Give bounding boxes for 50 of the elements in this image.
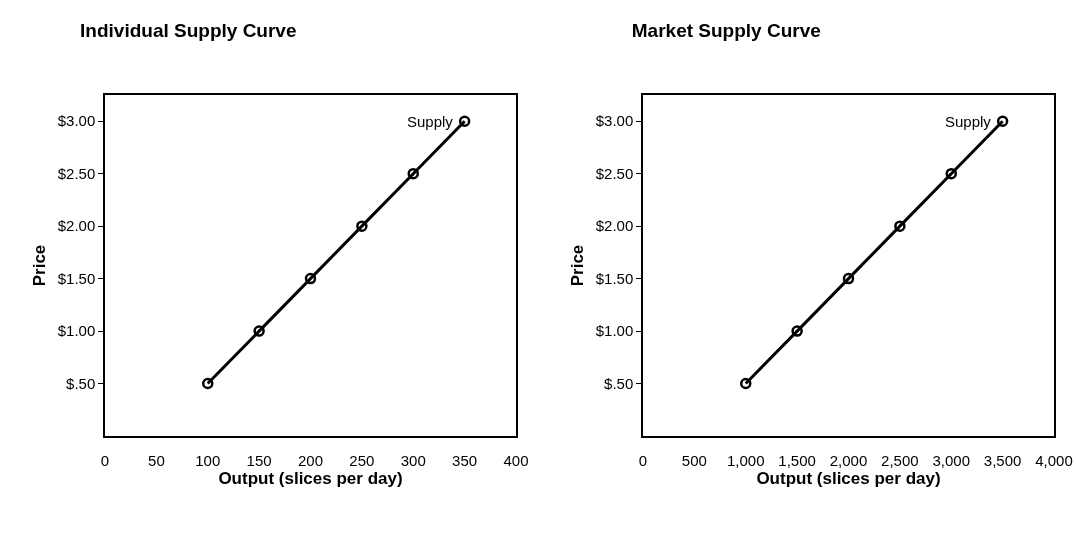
y-axis-title: Price [567,244,587,287]
x-tick-label: 1,500 [778,451,816,469]
point [842,272,855,285]
y-tick-label: $.50 [604,374,634,392]
point [356,220,368,232]
x-tick-label: 2,000 [829,451,868,469]
series-label: Supply [407,113,454,130]
y-tick-label: $3.00 [57,112,96,130]
x-tick-label: 4,000 [1035,451,1073,469]
y-tick-label: $3.00 [595,112,634,130]
point [894,220,906,232]
point [458,115,471,127]
x-tick-label: 0 [100,451,110,469]
x-tick-label: 0 [638,451,648,469]
chart-title: Market Supply Curve [631,20,821,42]
x-axis-title: Output (slices per day) [218,468,403,488]
x-tick-label: 200 [297,451,324,469]
x-tick-label: 400 [503,451,529,469]
y-tick-label: $2.50 [595,164,634,182]
point [202,377,214,390]
point [407,167,419,180]
x-tick-label: 1,000 [726,451,765,469]
x-tick-label: 150 [246,451,272,469]
y-tick-label: $1.00 [57,322,96,340]
point [253,325,265,337]
y-tick-label: $1.50 [595,269,634,287]
y-tick-label: $2.00 [57,217,96,235]
chart-title: Individual Supply Curve [80,20,297,42]
x-tick-label: 100 [195,451,221,469]
point [304,272,317,285]
x-tick-label: 3,000 [932,451,971,469]
y-tick-label: $2.00 [595,217,634,235]
y-tick-label: $.50 [66,374,96,392]
y-axis-title: Price [29,244,49,287]
x-tick-label: 50 [148,451,165,469]
x-tick-label: 2,500 [881,451,919,469]
x-tick-label: 300 [400,451,426,469]
y-tick-label: $1.00 [595,322,634,340]
series-label: Supply [945,113,992,130]
x-tick-label: 250 [349,451,375,469]
point [996,115,1009,127]
point [740,377,752,390]
point [945,167,957,180]
x-tick-label: 3,500 [983,451,1022,469]
y-tick-label: $1.50 [57,269,96,287]
point [791,325,803,337]
x-tick-label: 350 [452,451,478,469]
y-tick-label: $2.50 [57,164,96,182]
x-axis-title: Output (slices per day) [756,468,941,488]
x-tick-label: 500 [681,451,707,469]
